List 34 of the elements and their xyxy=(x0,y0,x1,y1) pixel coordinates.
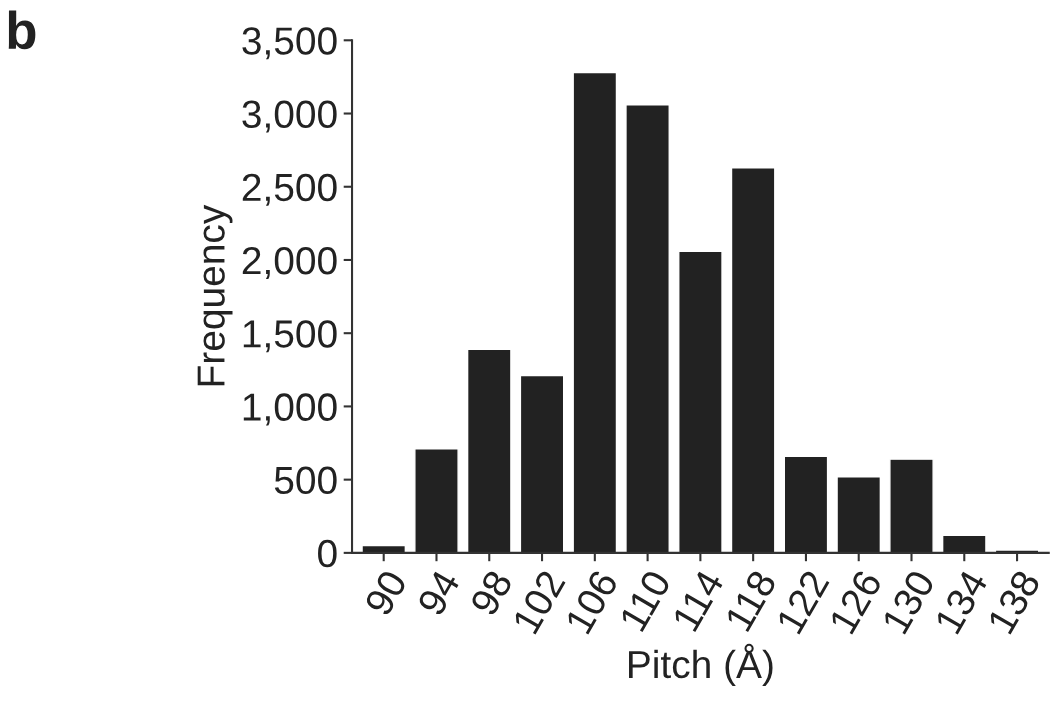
x-tick-label: 102 xyxy=(511,568,566,635)
y-tick-label: 1,000 xyxy=(243,393,337,426)
y-tick-label: 2,500 xyxy=(242,173,337,206)
x-tick-label: 126 xyxy=(828,568,883,635)
x-tick-label: 98 xyxy=(469,568,514,617)
y-tick-label: 1,500 xyxy=(243,320,337,353)
y-tick-label: 500 xyxy=(274,466,337,495)
x-axis-title: Pitch (Å) xyxy=(629,643,773,686)
bar xyxy=(836,476,882,553)
bar xyxy=(730,167,776,553)
y-tick-label: 3,500 xyxy=(242,27,337,60)
y-tick-label: 0 xyxy=(318,539,337,568)
bar xyxy=(889,458,934,553)
x-tick-label: 130 xyxy=(881,568,936,635)
bar xyxy=(414,448,459,553)
y-tick-label: 3,000 xyxy=(242,100,337,133)
x-tick-label: 94 xyxy=(416,568,461,617)
bar xyxy=(466,348,512,553)
bar xyxy=(519,374,565,553)
x-tick-label: 90 xyxy=(363,568,408,617)
y-axis-title: Frequency xyxy=(197,204,233,386)
x-tick-label: 138 xyxy=(987,568,1041,635)
bar xyxy=(783,455,829,553)
x-tick-label: 114 xyxy=(672,568,725,632)
bar xyxy=(625,104,670,553)
x-tick-label: 118 xyxy=(724,568,778,633)
y-tick-label: 2,000 xyxy=(242,246,337,280)
bar xyxy=(941,534,987,553)
x-tick-label: 110 xyxy=(618,568,672,633)
x-tick-label: 122 xyxy=(775,568,830,635)
text: b xyxy=(8,10,36,50)
x-tick-label: 134 xyxy=(934,568,989,635)
bar xyxy=(572,71,618,553)
bar xyxy=(678,250,723,553)
